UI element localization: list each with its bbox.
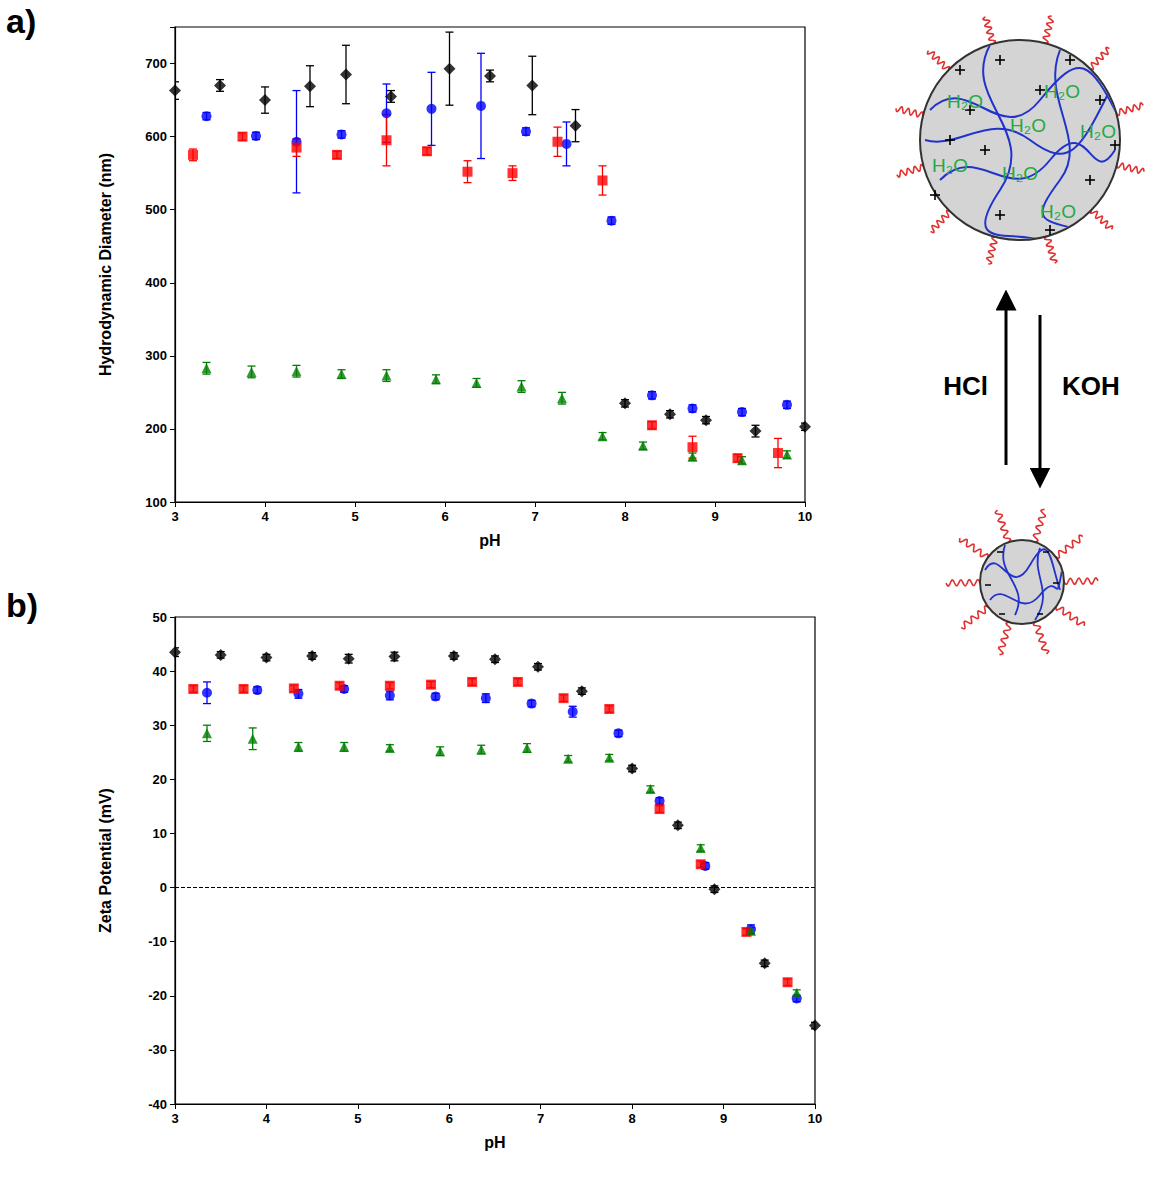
svg-text:-30: -30 [148, 1042, 167, 1057]
svg-text:H₂O: H₂O [1002, 163, 1038, 184]
svg-text:3: 3 [171, 509, 178, 524]
svg-text:5: 5 [354, 1111, 361, 1126]
svg-text:40: 40 [153, 664, 167, 679]
svg-text:H₂O: H₂O [1040, 201, 1076, 222]
svg-text:H₂O: H₂O [932, 155, 968, 176]
svg-text:6: 6 [446, 1111, 453, 1126]
svg-text:b): b) [6, 586, 38, 624]
svg-text:4: 4 [263, 1111, 271, 1126]
svg-text:a): a) [6, 2, 36, 40]
svg-text:10: 10 [808, 1111, 822, 1126]
svg-text:-20: -20 [148, 988, 167, 1003]
svg-text:10: 10 [153, 826, 167, 841]
svg-text:KOH: KOH [1062, 371, 1120, 401]
svg-text:200: 200 [145, 421, 167, 436]
svg-text:10: 10 [798, 509, 812, 524]
svg-text:50: 50 [153, 610, 167, 625]
svg-text:500: 500 [145, 202, 167, 217]
svg-text:6: 6 [441, 509, 448, 524]
svg-text:H₂O: H₂O [1044, 81, 1080, 102]
svg-text:20: 20 [153, 772, 167, 787]
svg-text:100: 100 [145, 495, 167, 510]
svg-text:9: 9 [711, 509, 718, 524]
svg-text:700: 700 [145, 56, 167, 71]
svg-text:7: 7 [531, 509, 538, 524]
svg-text:5: 5 [351, 509, 358, 524]
svg-text:Hydrodynamic Diameter (nm): Hydrodynamic Diameter (nm) [97, 153, 114, 376]
svg-text:600: 600 [145, 129, 167, 144]
svg-text:H₂O: H₂O [947, 91, 983, 112]
svg-text:H₂O: H₂O [1010, 115, 1046, 136]
svg-text:3: 3 [171, 1111, 178, 1126]
svg-text:-40: -40 [148, 1097, 167, 1112]
svg-text:300: 300 [145, 348, 167, 363]
svg-text:pH: pH [479, 532, 500, 549]
svg-text:4: 4 [261, 509, 269, 524]
svg-text:30: 30 [153, 718, 167, 733]
svg-text:HCl: HCl [943, 371, 988, 401]
svg-text:H₂O: H₂O [1080, 121, 1116, 142]
svg-text:8: 8 [629, 1111, 636, 1126]
svg-text:-10: -10 [148, 934, 167, 949]
svg-text:7: 7 [537, 1111, 544, 1126]
svg-text:pH: pH [484, 1134, 505, 1151]
svg-text:9: 9 [720, 1111, 727, 1126]
svg-text:0: 0 [160, 880, 167, 895]
svg-text:8: 8 [621, 509, 628, 524]
svg-text:400: 400 [145, 275, 167, 290]
svg-text:Zeta Potential (mV): Zeta Potential (mV) [97, 788, 114, 933]
